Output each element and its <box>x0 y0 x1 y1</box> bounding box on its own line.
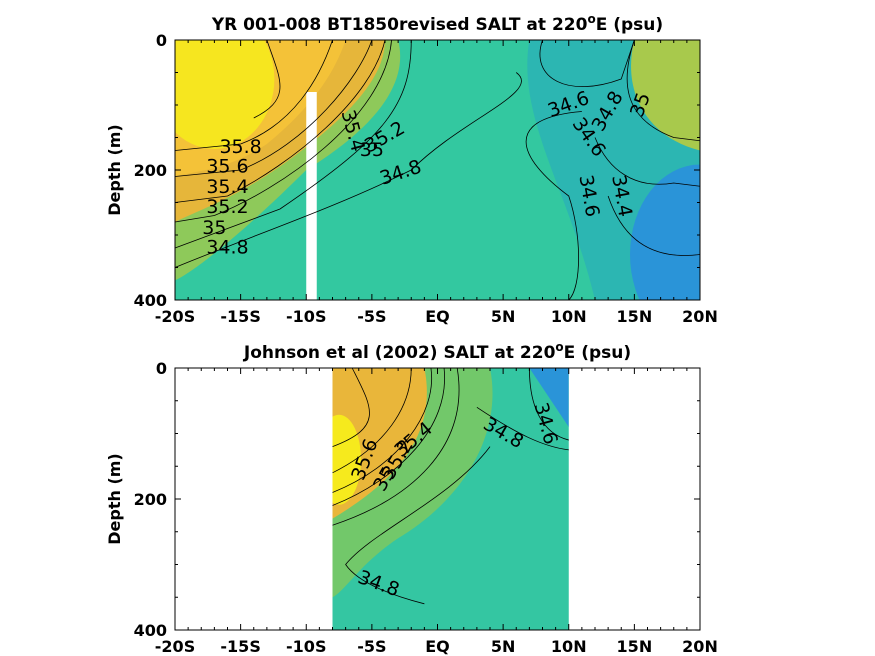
x-tick-label: 20N <box>682 307 718 326</box>
y-axis-label: Depth (m) <box>105 453 124 545</box>
contour-label: 35.4 <box>206 176 248 198</box>
y-axis-label: Depth (m) <box>105 124 124 216</box>
contour-line <box>345 446 491 605</box>
contour-label: 35.2 <box>206 196 248 218</box>
contour-line <box>332 367 370 447</box>
x-tick-label: 10N <box>551 307 587 326</box>
y-tick-label: 200 <box>134 161 167 180</box>
chart-title-main: Johnson et al (2002) SALT at 220 <box>243 343 556 363</box>
chart-title-tail: E (psu) <box>564 343 631 363</box>
x-tick-label: -15S <box>220 637 260 656</box>
x-tick-label: -15S <box>220 307 260 326</box>
contour-label: 35.8 <box>219 136 261 158</box>
chart-title-main: YR 001-008 BT1850revised SALT at 220 <box>211 15 588 35</box>
contour-line <box>607 195 701 256</box>
contour-line <box>476 406 569 451</box>
chart-title-degree: o <box>555 340 563 354</box>
contour-lines <box>174 39 701 301</box>
x-tick-label: EQ <box>425 307 450 326</box>
contour-line <box>525 111 582 301</box>
chart-title: YR 001-008 BT1850revised SALT at 220oE (… <box>211 12 663 35</box>
x-tick-label: EQ <box>425 637 450 656</box>
x-tick-label: -20S <box>155 637 195 656</box>
contour-line <box>174 72 522 268</box>
contour-label: 35 <box>360 139 384 161</box>
y-tick-label: 0 <box>156 31 167 50</box>
missing-data-gap <box>306 92 317 300</box>
contour-line <box>174 39 412 249</box>
x-tick-label: 20N <box>682 637 718 656</box>
salinity-field <box>175 40 700 300</box>
contour-line <box>174 39 373 177</box>
x-tick-label: 5N <box>491 307 516 326</box>
contour-line <box>528 367 569 441</box>
x-tick-label: 5N <box>491 637 516 656</box>
contour-line <box>253 39 281 119</box>
x-tick-label: 10N <box>551 637 587 656</box>
contour-line <box>174 39 386 203</box>
contour-line <box>332 367 460 526</box>
contour-line <box>539 39 635 88</box>
y-tick-label: 400 <box>134 621 167 640</box>
y-tick-label: 400 <box>134 291 167 310</box>
chart-title-degree: o <box>587 12 595 26</box>
chart-title: Johnson et al (2002) SALT at 220oE (psu) <box>243 340 631 363</box>
x-tick-label: 15N <box>617 307 653 326</box>
contour-line <box>174 39 392 223</box>
chart-model-salinity: 35.835.635.435.23534.835.435.23534.834.6… <box>105 12 718 326</box>
x-tick-label: -5S <box>357 307 386 326</box>
contour-line <box>626 39 701 142</box>
x-tick-label: -20S <box>155 307 195 326</box>
x-tick-label: -10S <box>286 307 326 326</box>
x-tick-label: 15N <box>617 637 653 656</box>
contour-line <box>174 39 333 151</box>
contour-line <box>332 367 446 506</box>
contour-label: 35 <box>202 217 226 239</box>
contour-label: 34.8 <box>206 237 248 259</box>
y-tick-label: 200 <box>134 490 167 509</box>
y-tick-label: 0 <box>156 359 167 378</box>
x-tick-label: -5S <box>357 637 386 656</box>
contour-line <box>594 137 701 187</box>
contour-line <box>332 367 433 493</box>
chart-title-tail: E (psu) <box>596 15 663 35</box>
x-tick-label: -10S <box>286 637 326 656</box>
contour-label: 35.6 <box>206 155 248 177</box>
contour-line <box>332 367 412 474</box>
salinity-field <box>332 368 569 630</box>
contour-lines <box>332 367 569 605</box>
